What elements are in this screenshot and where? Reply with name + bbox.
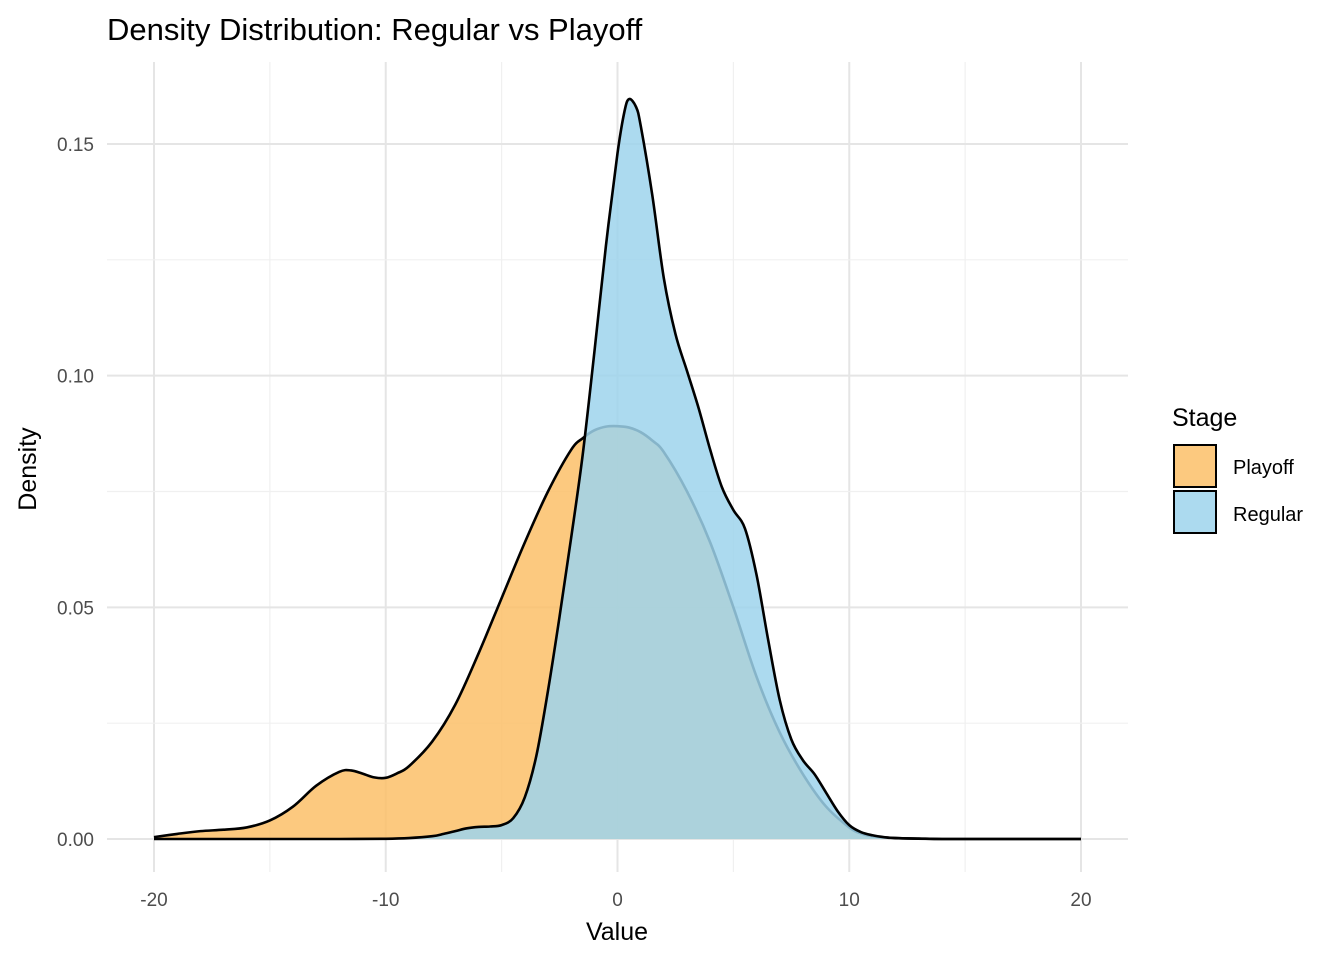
y-tick-label: 0.10 [57, 367, 94, 388]
x-axis-title: Value [586, 918, 648, 946]
density-line-regular [154, 97, 1081, 841]
legend-label-regular: Regular [1233, 504, 1303, 526]
density-areas [153, 97, 1081, 841]
legend-key-regular [1173, 490, 1217, 534]
legend: Stage Playoff Regular [1172, 404, 1303, 534]
y-tick-label: 0.00 [57, 830, 94, 851]
x-tick-label: 10 [839, 890, 860, 911]
x-tick-label: -20 [140, 890, 167, 911]
chart-title: Density Distribution: Regular vs Playoff [107, 12, 643, 47]
legend-key-playoff [1173, 444, 1217, 488]
legend-label-playoff: Playoff [1233, 457, 1294, 479]
x-tick-label: 20 [1070, 890, 1091, 911]
x-tick-label: -10 [372, 890, 399, 911]
y-tick-label: 0.05 [57, 598, 94, 619]
density-fill-regular [154, 98, 1081, 840]
y-tick-label: 0.15 [57, 135, 94, 156]
x-tick-label: 0 [612, 890, 623, 911]
tick-labels: -20 -10 0 10 20 0.00 0.05 0.10 0.15 [57, 135, 1092, 911]
legend-title: Stage [1172, 404, 1237, 432]
y-axis-title: Density [14, 427, 42, 511]
